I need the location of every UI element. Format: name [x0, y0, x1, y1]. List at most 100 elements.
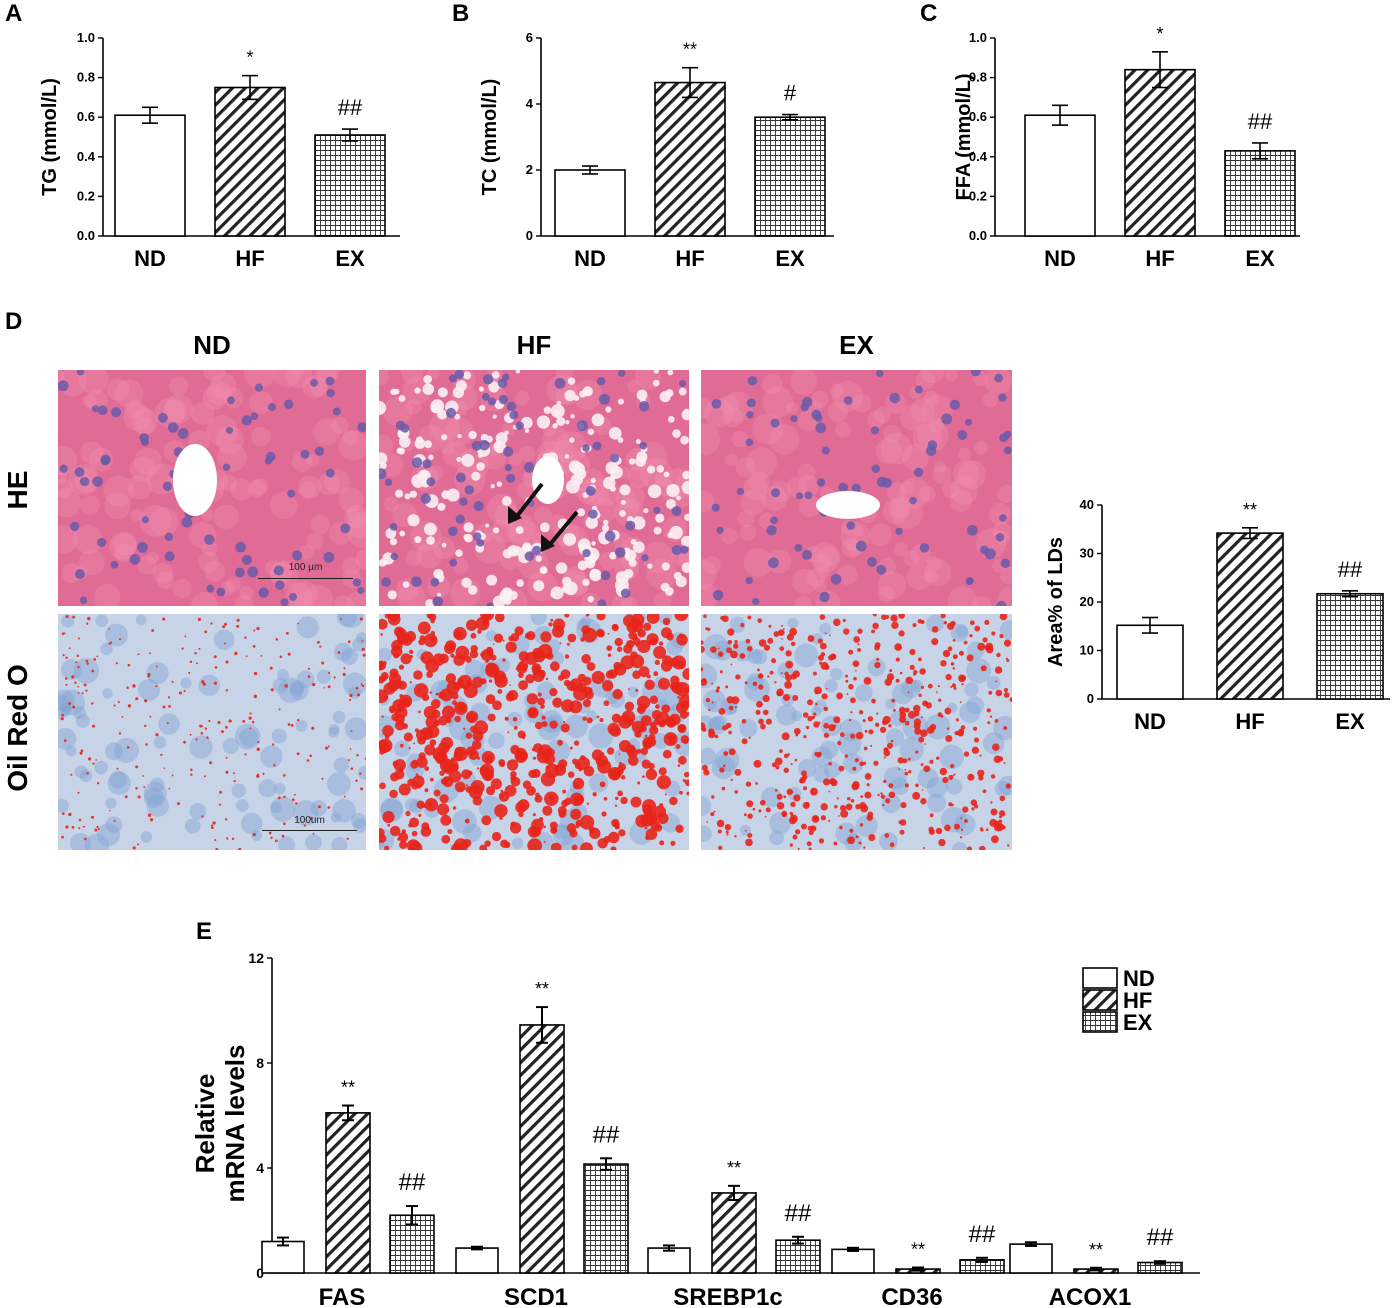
lipid-droplet [379, 839, 382, 843]
lipid-droplet [684, 779, 689, 787]
lipid-droplet [734, 706, 737, 709]
lipid-droplet [905, 710, 908, 713]
nucleus [995, 533, 1005, 542]
lipid-droplet [442, 762, 455, 775]
lipid-droplet [899, 671, 903, 675]
lipid-droplet [854, 758, 859, 763]
nucleus [679, 545, 689, 554]
lipid-droplet [718, 845, 723, 850]
lipid-droplet [789, 843, 794, 847]
nucleus [926, 776, 948, 798]
nucleus [554, 377, 566, 389]
lipid-droplet [531, 663, 542, 673]
cytoplasm-patch [292, 370, 305, 378]
lipid-droplet [446, 681, 460, 695]
nucleus [149, 777, 165, 793]
lipid-vacuole [632, 541, 645, 554]
lipid-vacuole [476, 462, 485, 471]
nucleus [588, 773, 609, 793]
lipid-droplet [828, 724, 836, 732]
y-axis-label-line2: mRNA levels [220, 1045, 250, 1203]
lipid-droplet [194, 651, 197, 655]
lipid-droplet [855, 835, 859, 839]
lipid-droplet [898, 630, 905, 637]
lipid-droplet [940, 614, 946, 619]
lipid-droplet [628, 640, 632, 644]
lipid-droplet [214, 666, 218, 669]
lipid-droplet [309, 816, 313, 820]
legend-swatch-hf [1082, 989, 1118, 1011]
lipid-droplet [762, 709, 769, 716]
nucleus [580, 616, 592, 627]
lipid-droplet [899, 829, 905, 835]
nucleus [794, 543, 803, 552]
lipid-droplet [527, 825, 540, 838]
nucleus [455, 472, 466, 483]
nucleus [582, 444, 590, 452]
lipid-vacuole [423, 522, 437, 536]
lipid-droplet [251, 720, 255, 724]
lipid-droplet [907, 710, 916, 719]
lipid-droplet [982, 789, 987, 794]
lipid-droplet [845, 803, 853, 811]
lipid-droplet [950, 763, 955, 769]
lipid-vacuole [387, 590, 397, 600]
y-tick-label: 0.2 [969, 188, 987, 203]
lipid-vacuole [441, 490, 451, 500]
lipid-droplet [360, 683, 363, 686]
lipid-droplet [781, 638, 783, 640]
lipid-droplet [940, 660, 947, 667]
lipid-droplet [274, 839, 278, 843]
lipid-droplet [784, 680, 793, 689]
lipid-vacuole [396, 447, 403, 454]
lipid-droplet [517, 750, 529, 761]
lipid-droplet [382, 725, 394, 737]
lipid-droplet [543, 840, 546, 843]
cytoplasm-patch [406, 399, 422, 415]
nucleus [996, 600, 1007, 606]
lipid-droplet [527, 838, 542, 850]
lipid-droplet [926, 726, 935, 734]
nucleus [310, 378, 318, 387]
lipid-droplet [795, 829, 801, 835]
lipid-droplet [925, 702, 932, 709]
lipid-droplet [534, 721, 543, 730]
nucleus [523, 462, 535, 473]
nucleus [340, 647, 359, 665]
lipid-droplet [755, 709, 761, 715]
lipid-droplet [361, 640, 364, 642]
scale-bar-oil [262, 830, 357, 831]
lipid-droplet [914, 727, 922, 735]
lipid-droplet [77, 666, 80, 669]
lipid-droplet [225, 725, 228, 729]
lipid-droplet [97, 827, 100, 830]
nucleus [274, 580, 285, 590]
lipid-vacuole [424, 440, 432, 449]
nucleus [296, 616, 319, 639]
nucleus [855, 540, 867, 552]
cytoplasm-patch [152, 563, 174, 584]
nucleus [838, 482, 849, 493]
nucleus [497, 378, 508, 389]
lipid-droplet [782, 694, 791, 702]
y-tick-label: 40 [1080, 497, 1094, 512]
lipid-droplet [921, 789, 924, 791]
nucleus [328, 724, 340, 735]
lipid-droplet [960, 817, 963, 820]
lipid-droplet [143, 786, 146, 788]
lipid-droplet [857, 648, 861, 652]
lipid-droplet [204, 630, 208, 634]
nucleus [638, 401, 650, 412]
bar-ex [314, 134, 386, 237]
lipid-droplet [596, 715, 600, 719]
significance-label: ## [593, 1121, 620, 1148]
cytoplasm-patch [272, 370, 301, 388]
lipid-droplet [840, 805, 847, 812]
lipid-droplet [387, 614, 401, 626]
x-category-label: ND [1134, 709, 1166, 734]
nucleus [325, 376, 335, 386]
lipid-droplet [514, 626, 524, 636]
nucleus [892, 683, 914, 705]
lipid-droplet [272, 743, 275, 746]
